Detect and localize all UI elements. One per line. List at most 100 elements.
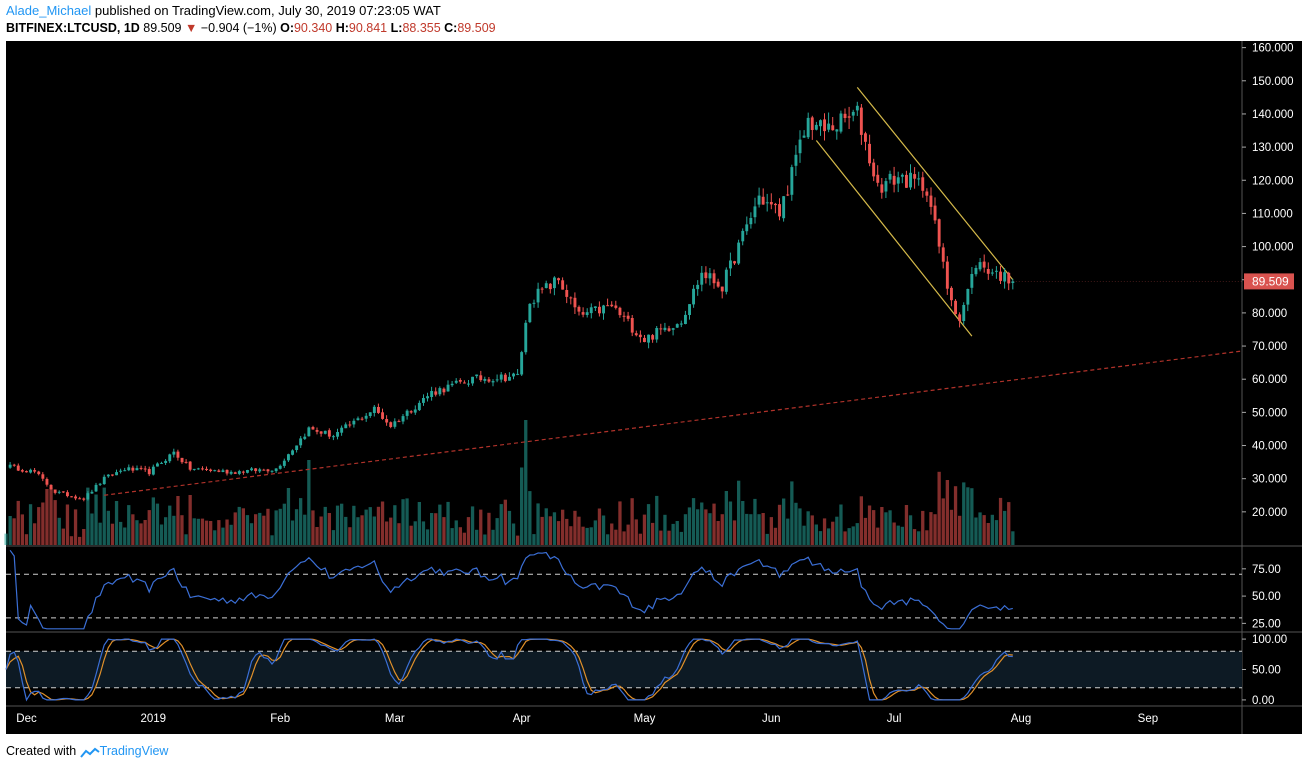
volume-bar	[139, 523, 143, 545]
candle	[20, 468, 24, 473]
candle	[749, 212, 753, 229]
candle	[123, 467, 127, 472]
candle	[778, 198, 781, 221]
candle	[426, 392, 429, 402]
volume-bar	[487, 512, 491, 545]
volume-bar	[274, 510, 278, 545]
volume-bar	[425, 529, 430, 545]
rsi-line	[9, 549, 1013, 630]
volume-bar	[741, 501, 745, 545]
volume-bar	[466, 517, 471, 545]
candle	[618, 306, 622, 318]
volume-bar	[565, 518, 569, 545]
candle	[25, 470, 28, 473]
candle	[516, 369, 520, 376]
candle	[274, 468, 278, 473]
candle	[66, 490, 69, 498]
volume-bar	[769, 517, 773, 545]
volume-bar	[716, 521, 720, 545]
candle	[201, 466, 204, 471]
candle	[229, 470, 233, 476]
candle	[106, 474, 110, 478]
trend-lines[interactable]	[104, 87, 1243, 496]
stochastic-pane	[5, 638, 1242, 702]
candle	[340, 425, 344, 436]
symbol-label[interactable]: BITFINEX:LTCUSD, 1D	[6, 21, 140, 35]
volume-bar	[638, 533, 642, 545]
volume-bars	[4, 420, 1015, 545]
volume-bar	[561, 509, 565, 545]
tradingview-link[interactable]: TradingView	[99, 744, 169, 758]
candle	[520, 350, 524, 376]
candle	[696, 280, 700, 296]
candle	[397, 419, 401, 423]
channel-lower-line[interactable]	[815, 140, 973, 337]
volume-bar	[880, 507, 884, 545]
volume-bar	[548, 516, 552, 545]
volume-bar	[69, 536, 74, 545]
volume-bar	[872, 510, 876, 545]
candle	[458, 378, 462, 384]
volume-bar	[581, 526, 585, 545]
time-axis-background[interactable]	[6, 706, 1302, 734]
candle	[332, 434, 335, 441]
candle	[389, 421, 393, 429]
volume-bar	[610, 523, 614, 545]
volume-bar	[892, 522, 896, 545]
candle	[463, 380, 466, 384]
volume-bar	[683, 514, 688, 545]
candle	[409, 410, 413, 414]
created-with-text: Created with	[6, 744, 77, 758]
volume-bar	[593, 520, 597, 545]
candle	[360, 416, 364, 421]
candle	[499, 372, 503, 383]
volume-bar	[127, 505, 131, 545]
candle	[864, 131, 867, 151]
volume-bar	[311, 510, 315, 545]
volume-bar	[573, 510, 577, 545]
candle	[663, 322, 667, 332]
close-value: 89.509	[457, 21, 496, 35]
volume-bar	[1003, 510, 1007, 545]
author-link[interactable]: Alade_Michael	[6, 3, 92, 18]
volume-bar	[667, 530, 671, 545]
candle	[364, 413, 368, 422]
candle	[577, 305, 581, 316]
channel-upper-line[interactable]	[856, 87, 1014, 281]
volume-bar	[376, 506, 381, 545]
volume-bar	[438, 504, 442, 545]
volume-bar	[953, 486, 958, 545]
volume-bar	[753, 498, 757, 545]
volume-bar	[335, 505, 340, 545]
volume-bar	[990, 514, 994, 545]
x-tick-label: May	[634, 713, 656, 725]
volume-bar	[851, 526, 855, 545]
volume-bar	[601, 515, 606, 545]
candle	[888, 170, 892, 184]
candle	[1011, 278, 1015, 290]
volume-bar	[786, 518, 790, 545]
candle	[413, 405, 417, 415]
candle	[593, 306, 597, 311]
volume-bar	[700, 502, 704, 545]
volume-bar	[1007, 502, 1011, 545]
price-axis-background[interactable]	[1242, 41, 1302, 706]
support-trendline[interactable]	[104, 350, 1243, 496]
volume-bar	[237, 506, 241, 545]
volume-bar	[430, 513, 434, 545]
x-tick-label: Jul	[887, 713, 902, 725]
last-price-tag: 89.509	[1012, 273, 1294, 290]
volume-bar	[16, 500, 20, 545]
candle	[954, 299, 957, 315]
candle	[356, 416, 360, 421]
candle	[610, 301, 614, 308]
candle	[675, 323, 679, 328]
high-label: H:	[335, 21, 349, 35]
candle	[127, 464, 131, 472]
y-tick-label: 50.00	[1252, 665, 1281, 677]
x-tick-label: Feb	[270, 713, 290, 725]
volume-bar	[188, 495, 192, 545]
volume-bar	[348, 527, 352, 545]
volume-bar	[65, 504, 70, 545]
